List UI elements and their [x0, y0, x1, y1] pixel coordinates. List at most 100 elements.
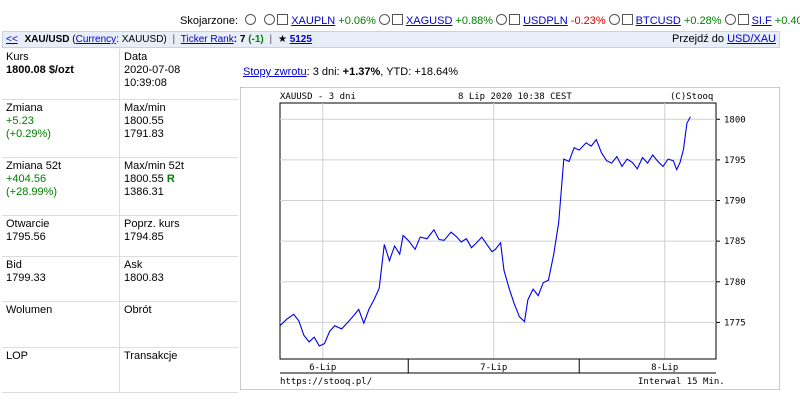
related-instruments-bar: Skojarzone: XAUPLN +0.06% XAGUSD +0.88% US…: [180, 14, 800, 30]
symbol-title: XAU/USD: [24, 34, 70, 45]
chart-header-left: XAUUSD - 3 dni: [280, 92, 356, 102]
grid-cell: Ask 1800.83: [120, 257, 238, 301]
grid-value: +404.56: [6, 173, 47, 185]
grid-value: 1800.83: [124, 272, 164, 284]
chart-header-right: (C)Stooq: [670, 92, 713, 102]
related-checkbox[interactable]: [621, 14, 633, 25]
grid-row: Bid 1799.33 Ask 1800.83: [2, 257, 238, 302]
grid-value: 1794.85: [124, 231, 164, 243]
go-to-label: Przejdź do: [672, 33, 725, 45]
grid-row: Wolumen Obrót: [2, 302, 238, 348]
x-tick-label: 6-Lip: [309, 363, 336, 373]
grid-cell: Otwarcie 1795.56: [2, 216, 120, 256]
grid-value: 1800.08 $/ozt: [6, 64, 74, 76]
related-radio[interactable]: [608, 14, 620, 25]
ticker-rank-change: (-1): [248, 34, 264, 45]
related-item-sif: SI.F +0.40%: [724, 14, 800, 27]
grid-cell: Obrót: [120, 302, 238, 347]
grid-value: +5.23: [6, 115, 34, 127]
y-tick-label: 1775: [724, 318, 746, 328]
ticker-info-bar: << XAU/USD (Currency: XAUUSD) | Ticker R…: [2, 31, 780, 48]
y-tick-label: 1780: [724, 278, 746, 288]
related-item-xaupln: XAUPLN +0.06%: [264, 14, 376, 27]
grid-value: (+28.99%): [6, 186, 58, 198]
grid-label: Ask: [124, 259, 143, 271]
record-marker: R: [166, 173, 175, 185]
returns-line: Stopy zwrotu: 3 dni: +1.37%, YTD: +18.64…: [243, 66, 459, 78]
back-link[interactable]: <<: [6, 34, 18, 45]
related-label: Skojarzone:: [180, 15, 239, 27]
star-icon[interactable]: ★: [277, 34, 287, 45]
plot-area: [279, 102, 717, 360]
grid-row: Otwarcie 1795.56 Poprz. kurs 1794.85: [2, 216, 238, 257]
related-item-usdpln: USDPLN -0.23%: [496, 14, 606, 27]
related-checkbox[interactable]: [737, 14, 749, 25]
related-link[interactable]: SI.F: [751, 15, 772, 27]
grid-label: Wolumen: [6, 304, 53, 316]
grid-label: Bid: [6, 259, 22, 271]
grid-label: Transakcje: [124, 350, 178, 362]
grid-row: Zmiana 52t +404.56 (+28.99%) Max/min 52t 180…: [2, 158, 238, 216]
related-link[interactable]: USDPLN: [523, 15, 568, 27]
related-checkbox[interactable]: [509, 14, 521, 25]
ticker-rank-link[interactable]: Ticker Rank: [180, 34, 234, 45]
grid-value: 1791.83: [124, 128, 164, 140]
grid-label: Poprz. kurs: [124, 218, 180, 230]
chart-header-center: 8 Lip 2020 10:38 CEST: [458, 92, 572, 102]
related-link[interactable]: XAGUSD: [405, 15, 453, 27]
grid-cell: Data 2020-07-08 10:39:08: [120, 49, 238, 99]
chart-footer-left: https://stooq.pl/: [280, 377, 372, 387]
currency-value: : XAUUSD: [116, 34, 164, 45]
related-radio[interactable]: [264, 14, 276, 25]
related-radio[interactable]: [496, 14, 508, 25]
go-to-inverse-link[interactable]: USD/XAU: [727, 33, 776, 45]
grid-cell: Kurs 1800.08 $/ozt: [2, 49, 120, 99]
related-radio[interactable]: [724, 14, 736, 25]
related-checkbox[interactable]: [277, 14, 289, 25]
grid-value: (+0.29%): [6, 128, 51, 140]
grid-cell: Wolumen: [2, 302, 120, 347]
y-tick-label: 1795: [724, 156, 746, 166]
grid-row: Kurs 1800.08 $/ozt Data 2020-07-08 10:39:08: [2, 49, 238, 100]
grid-label: Obrót: [124, 304, 152, 316]
grid-cell: Zmiana +5.23 (+0.29%): [2, 100, 120, 157]
related-radio[interactable]: [378, 14, 390, 25]
related-item-btcusd: BTCUSD +0.28%: [608, 14, 722, 27]
return-ytd-value: +18.64%: [414, 66, 459, 78]
grid-label: LOP: [6, 350, 29, 362]
related-change: +0.06%: [338, 15, 376, 27]
grid-cell: LOP: [2, 348, 120, 392]
grid-cell: Transakcje: [120, 348, 238, 392]
related-checkbox[interactable]: [391, 14, 403, 25]
star-count-link[interactable]: 5125: [289, 34, 312, 45]
related-radio-none[interactable]: [245, 14, 257, 25]
grid-cell: Max/min 52t 1800.55 R 1386.31: [120, 158, 238, 215]
related-link[interactable]: XAUPLN: [291, 15, 336, 27]
grid-value: 10:39:08: [124, 77, 167, 89]
grid-row: LOP Transakcje: [2, 348, 238, 393]
currency-link[interactable]: Currency: [75, 34, 117, 45]
grid-label: Otwarcie: [6, 218, 50, 230]
chart-footer-right: Interwal 15 Min.: [638, 377, 725, 387]
related-change: +0.88%: [455, 15, 494, 27]
grid-label: Data: [124, 51, 148, 63]
related-change: +0.28%: [683, 15, 722, 27]
grid-label: Zmiana 52t: [6, 160, 62, 172]
related-link[interactable]: BTCUSD: [635, 15, 681, 27]
grid-label: Zmiana: [6, 102, 43, 114]
related-item-xagusd: XAGUSD +0.88%: [378, 14, 494, 27]
grid-value: 1795.56: [6, 231, 46, 243]
grid-value: 1799.33: [6, 272, 46, 284]
return-3d-value: +1.37%: [342, 66, 381, 78]
grid-cell: Poprz. kurs 1794.85: [120, 216, 238, 256]
related-change: +0.40%: [774, 15, 800, 27]
grid-value: 1800.55 R: [124, 173, 175, 185]
grid-label: Kurs: [6, 51, 29, 63]
related-change: -0.23%: [570, 15, 606, 27]
grid-cell: Bid 1799.33: [2, 257, 120, 301]
grid-label: Max/min 52t: [124, 160, 184, 172]
grid-value: 2020-07-08: [124, 64, 181, 76]
grid-value: 1386.31: [124, 186, 164, 198]
y-tick-label: 1790: [724, 197, 746, 207]
returns-link[interactable]: Stopy zwrotu: [243, 66, 307, 78]
